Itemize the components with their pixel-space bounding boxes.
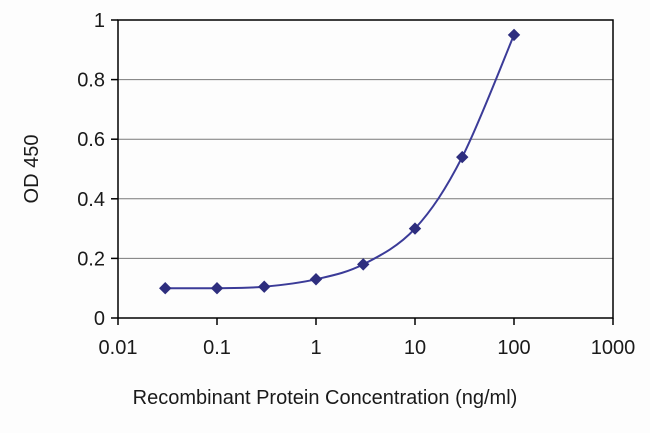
- data-point-marker: [309, 273, 323, 286]
- data-point-marker: [357, 258, 370, 271]
- data-series: [159, 28, 521, 295]
- plot-frame: [117, 19, 614, 319]
- gridlines: [118, 79, 613, 259]
- y-tick-label: 0: [94, 308, 105, 330]
- x-tick-label: 10: [404, 337, 426, 359]
- y-tick-label: 0.6: [77, 129, 105, 151]
- data-point-marker: [456, 150, 469, 164]
- x-tick-label: 0.1: [203, 337, 231, 359]
- data-point-marker: [210, 281, 224, 295]
- y-axis-title: OD 450: [21, 135, 43, 204]
- y-tick-label: 1: [94, 10, 105, 32]
- y-tick-label: 0.4: [77, 189, 105, 211]
- axis-ticks: [111, 19, 614, 325]
- x-tick-label: 100: [497, 337, 530, 359]
- data-point-marker: [258, 280, 271, 293]
- data-point-marker: [159, 281, 172, 295]
- data-point-marker: [408, 222, 422, 235]
- x-tick-labels: 0.01 0.1 1 10 100 1000: [99, 337, 636, 359]
- y-tick-label: 0.8: [77, 70, 105, 92]
- y-tick-label: 0.2: [77, 248, 105, 270]
- data-point-marker: [507, 28, 521, 42]
- y-tick-labels: 0 0.2 0.4 0.6 0.8 1: [77, 10, 105, 330]
- x-tick-label: 0.01: [99, 337, 138, 359]
- x-tick-label: 1: [310, 337, 321, 359]
- x-axis-title: Recombinant Protein Concentration (ng/ml…: [133, 387, 518, 409]
- plot-border: [117, 19, 614, 319]
- x-tick-label: 1000: [591, 337, 636, 359]
